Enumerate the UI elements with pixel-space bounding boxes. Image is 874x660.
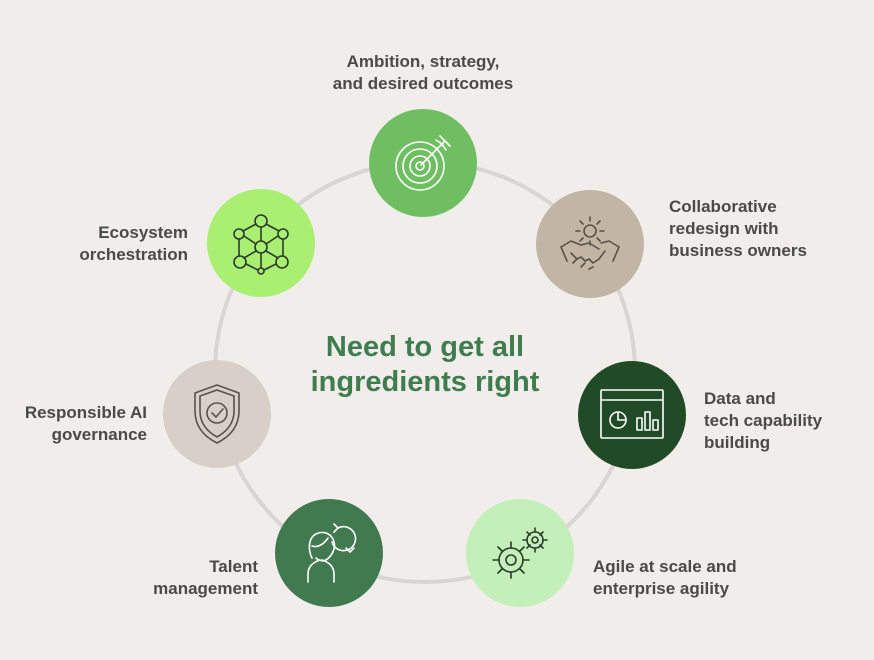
shield-check-icon bbox=[194, 384, 240, 444]
label-ambition: Ambition, strategy, and desired outcomes bbox=[332, 52, 514, 93]
node-ambition bbox=[369, 109, 477, 217]
label-data: Data and tech capability building bbox=[704, 389, 823, 452]
gears-icon bbox=[492, 527, 548, 579]
node-ecosystem bbox=[207, 189, 315, 297]
center-title: Need to get all ingredients right bbox=[310, 331, 540, 398]
handshake-gear-icon bbox=[560, 216, 620, 270]
label-ecosystem: Ecosystem orchestration bbox=[79, 223, 188, 264]
label-collaborative: Collaborative redesign with business own… bbox=[669, 197, 807, 260]
node-data bbox=[578, 361, 686, 469]
node-talent bbox=[275, 499, 383, 607]
node-collaborative bbox=[536, 190, 644, 298]
node-responsible-ai bbox=[163, 360, 271, 468]
label-agile: Agile at scale and enterprise agility bbox=[593, 557, 737, 598]
dashboard-icon bbox=[600, 389, 664, 439]
person-cycle-icon bbox=[307, 523, 357, 583]
target-icon bbox=[395, 135, 451, 191]
label-talent: Talent management bbox=[153, 557, 258, 598]
label-responsible-ai: Responsible AI governance bbox=[24, 403, 147, 444]
node-agile bbox=[466, 499, 574, 607]
network-icon bbox=[233, 214, 289, 275]
